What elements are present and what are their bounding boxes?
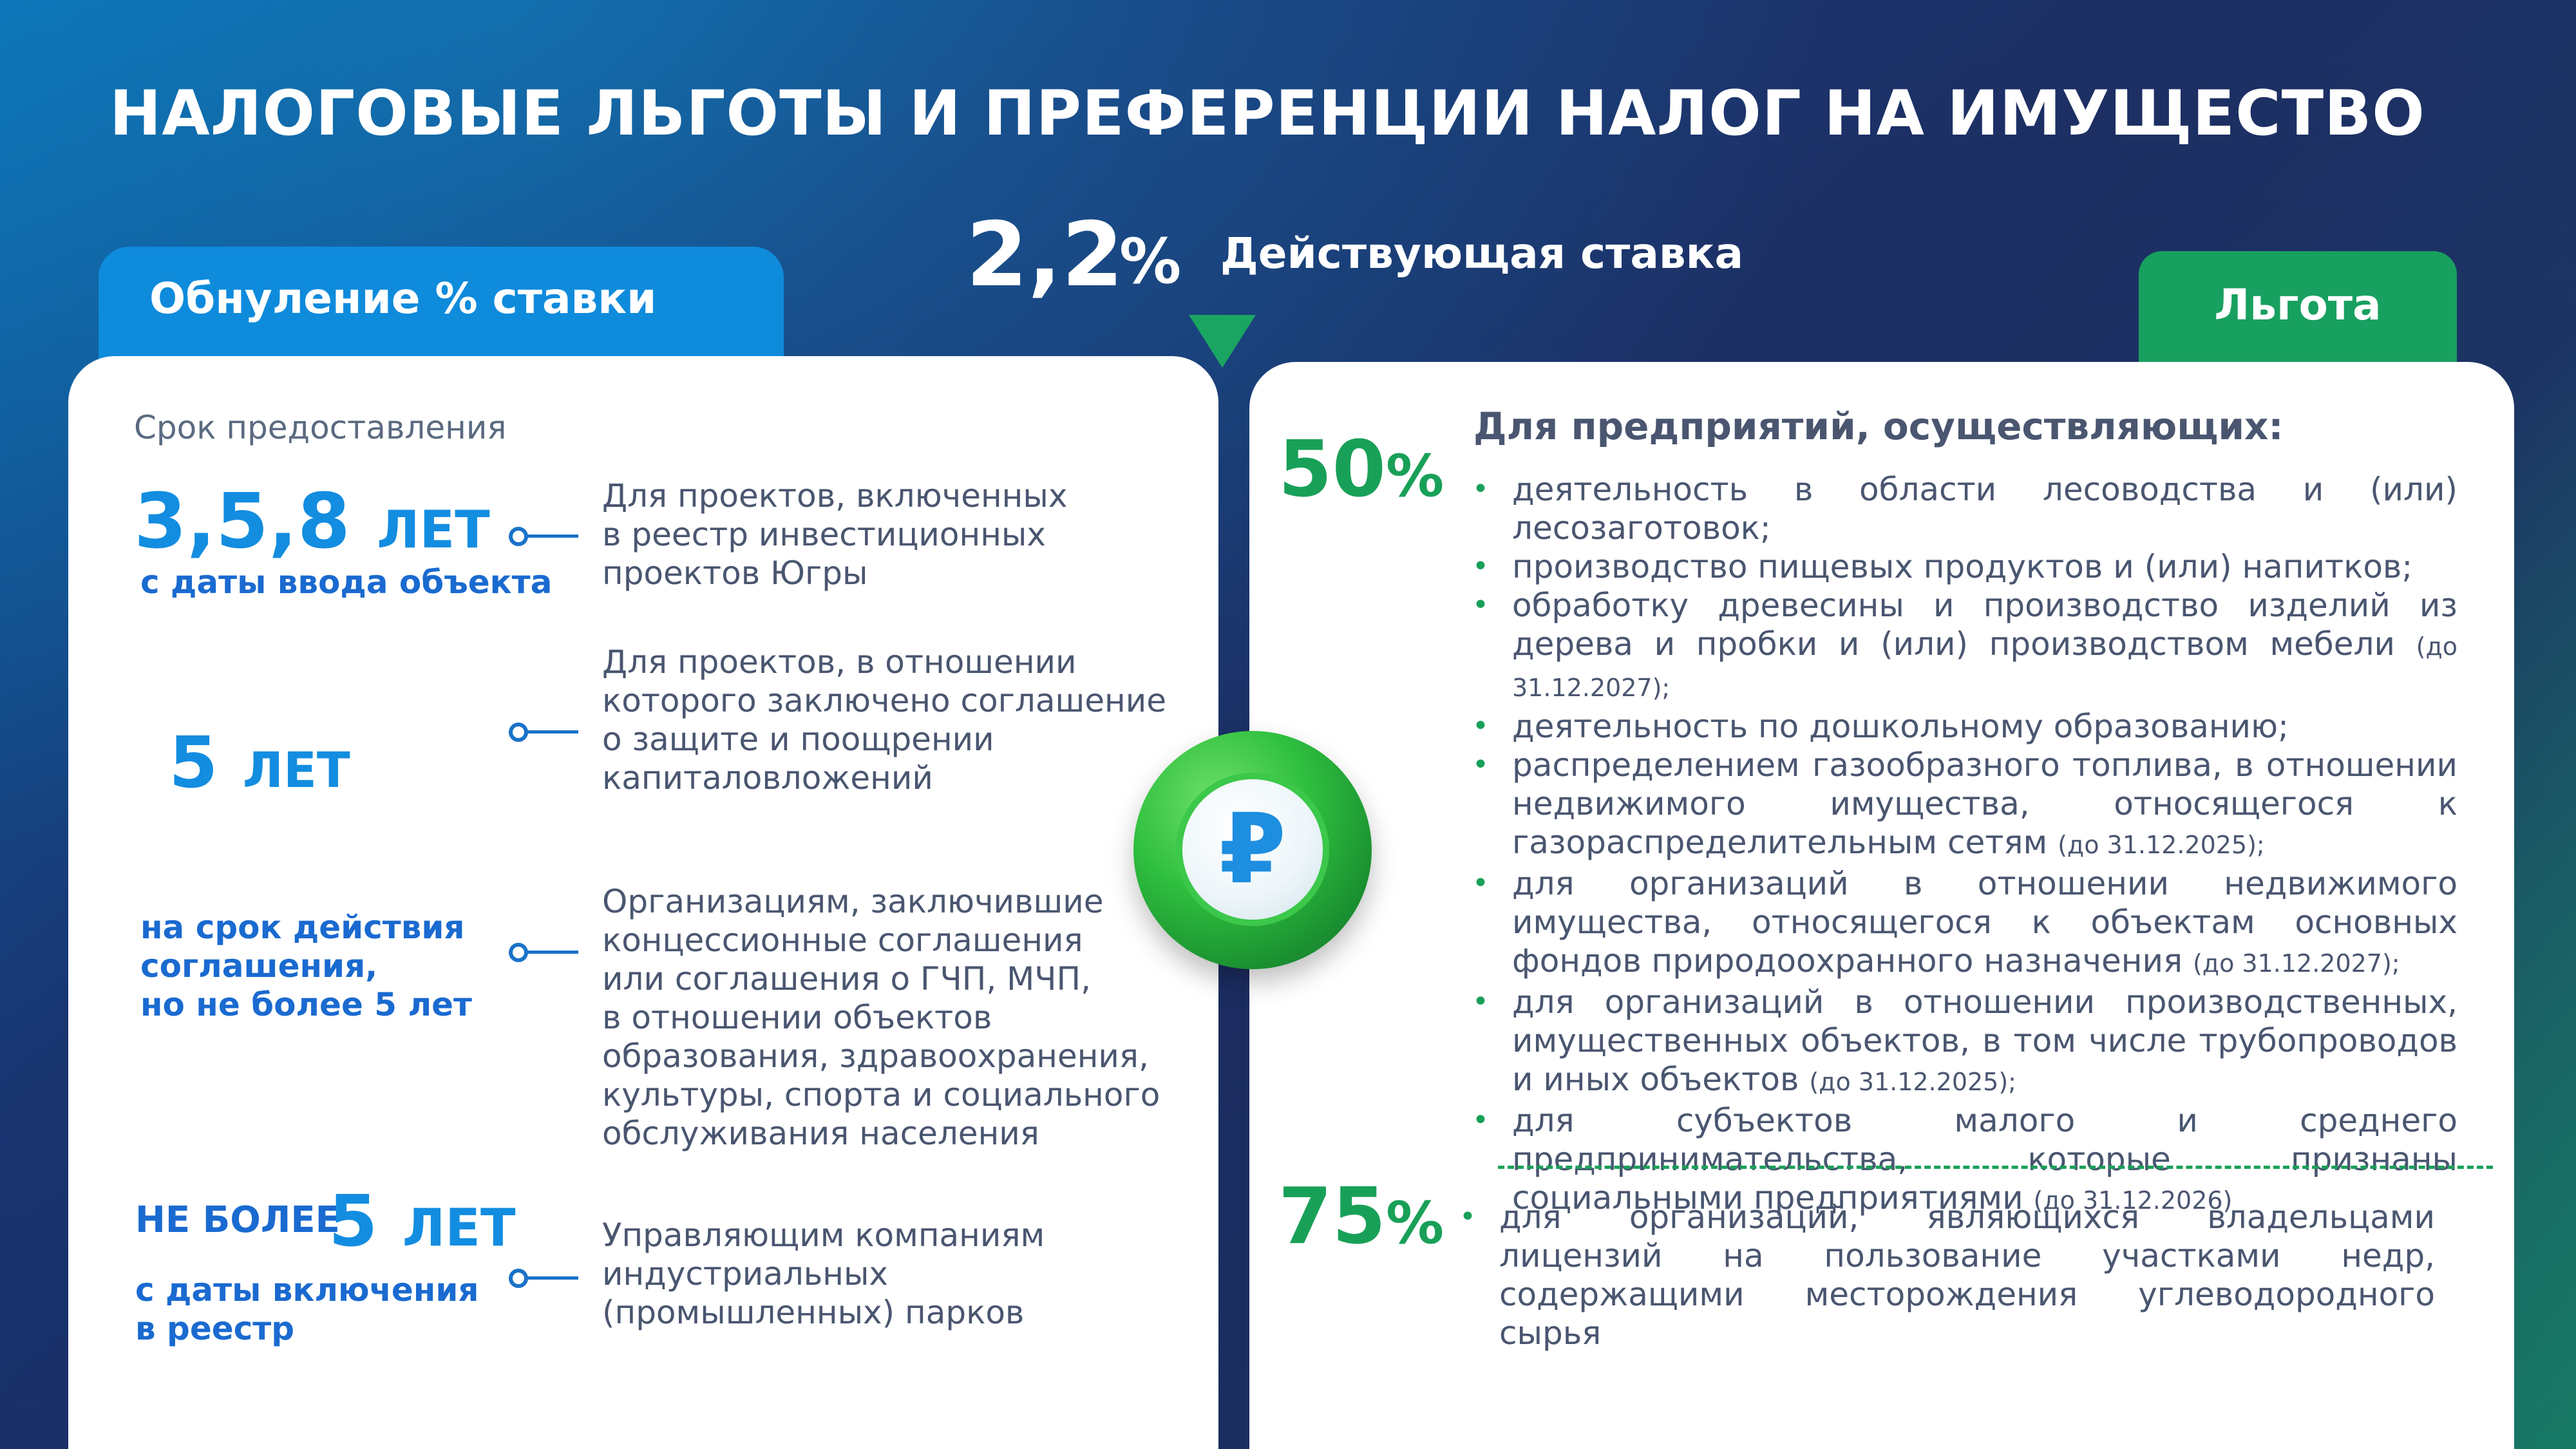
pct-50: 50% bbox=[1278, 425, 1444, 515]
term-4-desc: Управляющим компаниям индустриальных (пр… bbox=[602, 1216, 1045, 1332]
term-3-value: на срок действия соглашения, но не более… bbox=[140, 908, 472, 1024]
term-1-sub: с даты ввода объекта bbox=[140, 564, 552, 601]
page-title: НАЛОГОВЫЕ ЛЬГОТЫ И ПРЕФЕРЕНЦИИ НАЛОГ НА … bbox=[109, 77, 2492, 149]
term-2-desc: Для проектов, в отношении которого заклю… bbox=[602, 643, 1166, 797]
divider-dashed bbox=[1498, 1166, 2493, 1169]
benefit-list: деятельность в области лесоводства и (ил… bbox=[1472, 470, 2458, 1220]
rate-value: 2,2 bbox=[966, 203, 1123, 307]
term-1-value: 3,5,8 ЛЕТ bbox=[134, 477, 490, 565]
ruble-icon: ₽ bbox=[1176, 773, 1329, 926]
connector-4 bbox=[509, 1269, 580, 1288]
term-4-value: 5 ЛЕТ bbox=[328, 1180, 516, 1262]
right-heading: Для предприятий, осуществляющих: bbox=[1473, 404, 2284, 448]
list-item: для организаций в отношении недвижимого … bbox=[1472, 864, 2458, 983]
rate-label: Действующая ставка bbox=[1220, 229, 1743, 278]
list-item: деятельность в области лесоводства и (ил… bbox=[1472, 470, 2458, 547]
benefit-list-75: для организаций, являющихся владельцами … bbox=[1459, 1198, 2435, 1352]
zero-rate-tab-label: Обнуление % ставки bbox=[149, 274, 656, 323]
term-4-sub: с даты включения в реестр bbox=[135, 1271, 479, 1348]
term-2-value: 5 ЛЕТ bbox=[169, 721, 350, 804]
term-1-desc: Для проектов, включенных в реестр инвест… bbox=[602, 477, 1067, 592]
list-item: деятельность по дошкольному образованию; bbox=[1472, 707, 2458, 746]
list-item: обработку древесины и производство издел… bbox=[1472, 586, 2458, 707]
list-item: для организаций в отношении производстве… bbox=[1472, 983, 2458, 1101]
connector-1 bbox=[509, 527, 580, 546]
rate-arrow-icon bbox=[1189, 315, 1256, 368]
pct-75: 75% bbox=[1278, 1172, 1444, 1262]
term-4-prefix: НЕ БОЛЕЕ bbox=[135, 1199, 340, 1241]
list-item: распределением газообразного топлива, в … bbox=[1472, 746, 2458, 864]
benefit-tab-label: Льгота bbox=[2139, 280, 2457, 330]
connector-3 bbox=[509, 943, 580, 962]
term-3-desc: Организациям, заключившие концессионные … bbox=[602, 882, 1160, 1153]
rate-percent: % bbox=[1119, 225, 1181, 298]
connector-2 bbox=[509, 723, 580, 742]
list-item: для организаций, являющихся владельцами … bbox=[1459, 1198, 2435, 1352]
list-item: производство пищевых продуктов и (или) н… bbox=[1472, 547, 2458, 586]
term-caption: Срок предоставления bbox=[134, 409, 506, 446]
